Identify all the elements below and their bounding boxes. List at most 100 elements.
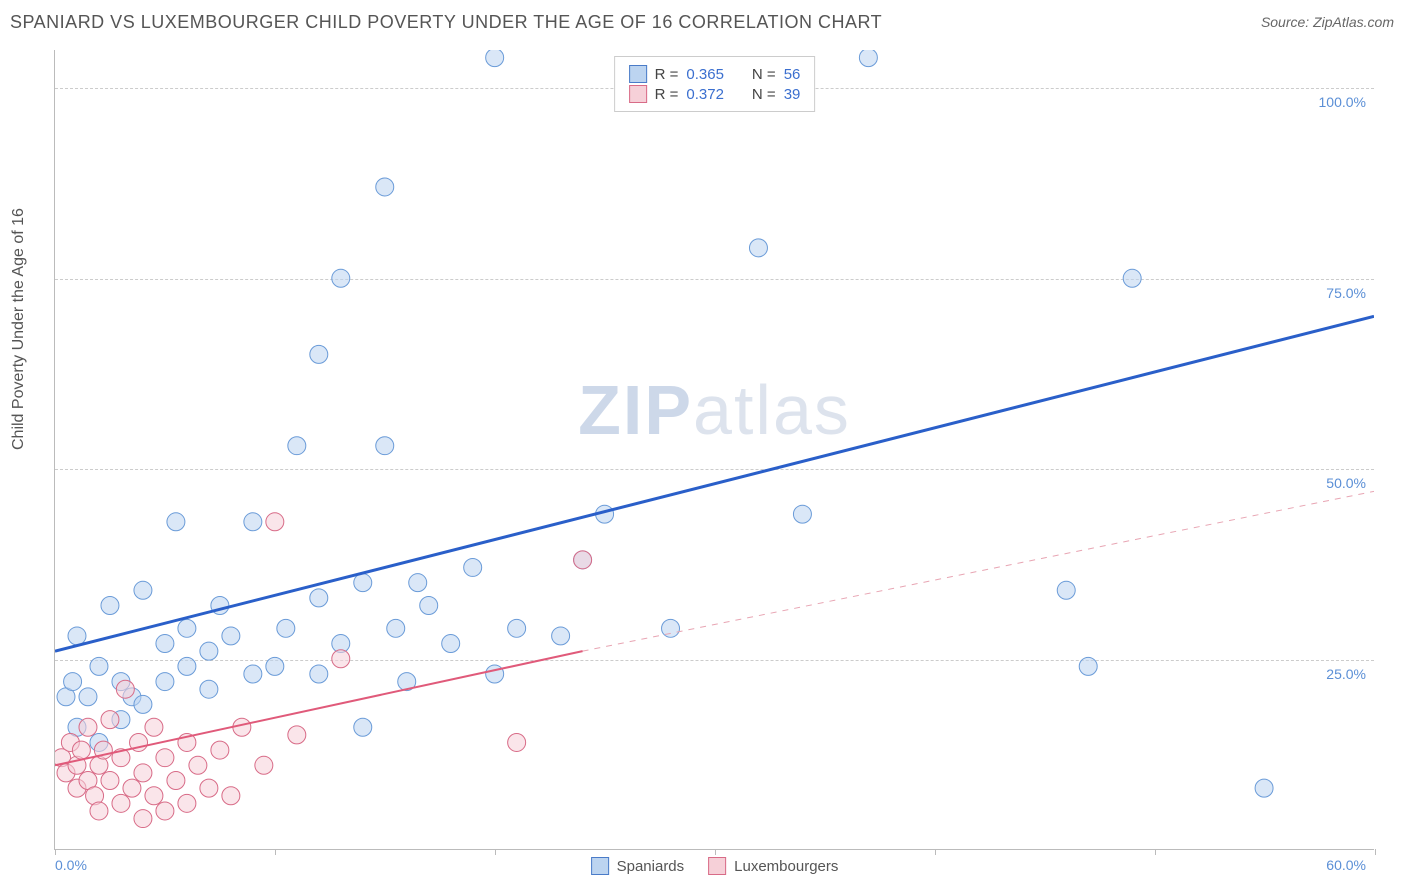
scatter-point-spaniards xyxy=(178,619,196,637)
scatter-point-luxembourgers xyxy=(508,733,526,751)
scatter-point-spaniards xyxy=(200,642,218,660)
scatter-point-spaniards xyxy=(288,437,306,455)
scatter-point-luxembourgers xyxy=(255,756,273,774)
scatter-point-spaniards xyxy=(222,627,240,645)
scatter-point-spaniards xyxy=(442,635,460,653)
series-legend: Spaniards Luxembourgers xyxy=(591,857,839,875)
scatter-point-luxembourgers xyxy=(123,779,141,797)
scatter-point-spaniards xyxy=(167,513,185,531)
x-axis-max-label: 60.0% xyxy=(1326,857,1366,873)
scatter-point-luxembourgers xyxy=(266,513,284,531)
scatter-point-luxembourgers xyxy=(72,741,90,759)
correlation-row-luxembourgers: R = 0.372 N = 39 xyxy=(629,85,801,103)
scatter-point-spaniards xyxy=(68,627,86,645)
legend-item-spaniards: Spaniards xyxy=(591,857,685,875)
x-tick xyxy=(55,849,56,855)
x-tick xyxy=(715,849,716,855)
plot-area: ZIPatlas 25.0%50.0%75.0%100.0% 0.0% 60.0… xyxy=(54,50,1374,850)
scatter-point-spaniards xyxy=(244,513,262,531)
scatter-point-spaniards xyxy=(486,665,504,683)
scatter-point-spaniards xyxy=(464,558,482,576)
scatter-point-spaniards xyxy=(90,657,108,675)
correlation-legend: R = 0.365 N = 56 R = 0.372 N = 39 xyxy=(614,56,816,112)
scatter-point-luxembourgers xyxy=(101,772,119,790)
scatter-point-spaniards xyxy=(420,597,438,615)
swatch-spaniards-icon xyxy=(629,65,647,83)
source-prefix: Source: xyxy=(1261,14,1313,30)
correlation-row-spaniards: R = 0.365 N = 56 xyxy=(629,65,801,83)
n-label: N = xyxy=(752,66,776,83)
n-label: N = xyxy=(752,86,776,103)
trend-line xyxy=(583,491,1374,651)
n-value: 39 xyxy=(784,86,801,103)
scatter-point-spaniards xyxy=(387,619,405,637)
scatter-point-spaniards xyxy=(310,345,328,363)
x-tick xyxy=(1375,849,1376,855)
scatter-point-spaniards xyxy=(310,665,328,683)
scatter-point-luxembourgers xyxy=(101,711,119,729)
scatter-point-luxembourgers xyxy=(332,650,350,668)
scatter-point-luxembourgers xyxy=(134,764,152,782)
scatter-point-luxembourgers xyxy=(145,787,163,805)
scatter-point-spaniards xyxy=(409,574,427,592)
scatter-point-spaniards xyxy=(64,673,82,691)
x-tick xyxy=(935,849,936,855)
scatter-point-spaniards xyxy=(1057,581,1075,599)
scatter-point-spaniards xyxy=(1255,779,1273,797)
scatter-point-spaniards xyxy=(486,50,504,67)
y-axis-label: Child Poverty Under the Age of 16 xyxy=(10,208,28,450)
chart-container: SPANIARD VS LUXEMBOURGER CHILD POVERTY U… xyxy=(0,0,1406,892)
scatter-point-spaniards xyxy=(859,50,877,67)
legend-item-luxembourgers: Luxembourgers xyxy=(708,857,838,875)
source-attribution: Source: ZipAtlas.com xyxy=(1261,14,1394,30)
scatter-point-luxembourgers xyxy=(288,726,306,744)
legend-label: Luxembourgers xyxy=(734,858,838,875)
chart-title: SPANIARD VS LUXEMBOURGER CHILD POVERTY U… xyxy=(10,12,882,32)
trend-line xyxy=(55,316,1374,651)
scatter-point-luxembourgers xyxy=(79,718,97,736)
scatter-point-spaniards xyxy=(354,574,372,592)
scatter-point-spaniards xyxy=(79,688,97,706)
x-tick xyxy=(275,849,276,855)
scatter-point-spaniards xyxy=(310,589,328,607)
scatter-point-luxembourgers xyxy=(156,802,174,820)
scatter-point-spaniards xyxy=(552,627,570,645)
scatter-point-spaniards xyxy=(332,269,350,287)
r-label: R = xyxy=(655,66,679,83)
scatter-point-luxembourgers xyxy=(200,779,218,797)
scatter-point-spaniards xyxy=(156,635,174,653)
source-name: ZipAtlas.com xyxy=(1313,14,1394,30)
scatter-point-luxembourgers xyxy=(116,680,134,698)
scatter-point-spaniards xyxy=(134,581,152,599)
scatter-point-spaniards xyxy=(749,239,767,257)
n-value: 56 xyxy=(784,66,801,83)
scatter-point-luxembourgers xyxy=(574,551,592,569)
scatter-point-spaniards xyxy=(662,619,680,637)
scatter-svg xyxy=(55,50,1374,849)
x-tick xyxy=(1155,849,1156,855)
swatch-luxembourgers-icon xyxy=(708,857,726,875)
scatter-point-luxembourgers xyxy=(189,756,207,774)
scatter-point-spaniards xyxy=(1123,269,1141,287)
swatch-spaniards-icon xyxy=(591,857,609,875)
scatter-point-spaniards xyxy=(244,665,262,683)
scatter-point-luxembourgers xyxy=(167,772,185,790)
scatter-point-spaniards xyxy=(376,178,394,196)
swatch-luxembourgers-icon xyxy=(629,85,647,103)
r-value: 0.365 xyxy=(686,66,724,83)
scatter-point-luxembourgers xyxy=(90,802,108,820)
scatter-point-luxembourgers xyxy=(112,794,130,812)
r-value: 0.372 xyxy=(686,86,724,103)
scatter-point-spaniards xyxy=(508,619,526,637)
x-tick xyxy=(495,849,496,855)
scatter-point-spaniards xyxy=(793,505,811,523)
scatter-point-spaniards xyxy=(376,437,394,455)
scatter-point-spaniards xyxy=(354,718,372,736)
scatter-point-spaniards xyxy=(266,657,284,675)
scatter-point-luxembourgers xyxy=(211,741,229,759)
r-label: R = xyxy=(655,86,679,103)
title-bar: SPANIARD VS LUXEMBOURGER CHILD POVERTY U… xyxy=(10,12,1396,42)
scatter-point-luxembourgers xyxy=(134,810,152,828)
scatter-point-luxembourgers xyxy=(145,718,163,736)
scatter-point-spaniards xyxy=(1079,657,1097,675)
